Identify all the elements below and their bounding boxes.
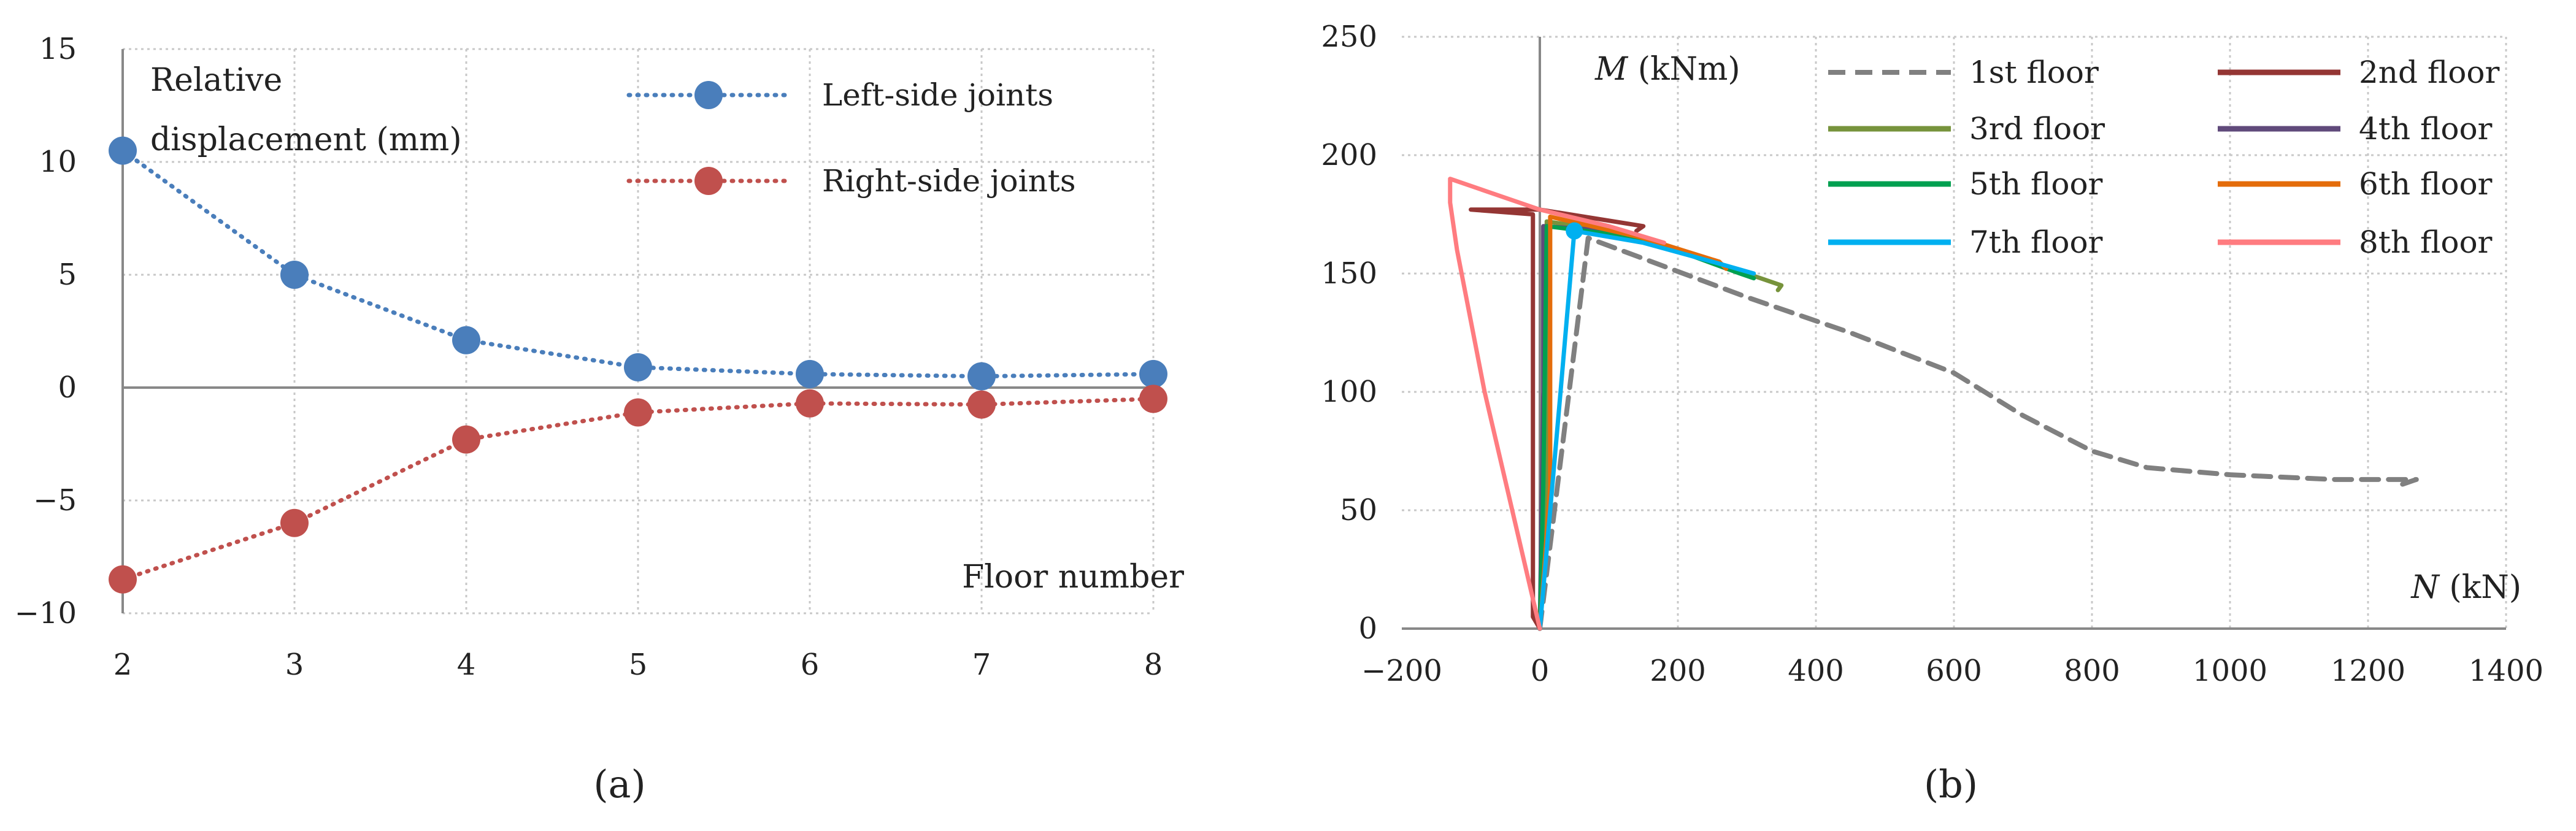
panel-a-series [109,136,1167,594]
panel-a-x-tick-label: 5 [629,648,648,682]
panel-a-legend: Left-side joints Right-side joints [626,77,1076,199]
panel-b-x-tick-label: 200 [1650,654,1706,688]
panel-b-tick-labels: 0 50 100 150 200 250 −200 0 200 400 600 800 1000 1200… [1321,20,2543,688]
panel-b-x-tick-label: 400 [1788,654,1844,688]
panel-a-x-tick-label: 2 [113,648,133,682]
panel-b-series-line [1537,229,1756,631]
panel-a-data-point [1139,385,1167,413]
panel-b-y-tick-label: 200 [1321,138,1377,172]
panel-b-legend-label: 6th floor [2359,166,2493,202]
panel-a-y-tick-label: −10 [15,596,77,630]
panel-a-y-tick-label: −5 [33,483,77,518]
panel-b-legend: 1st floor 2nd floor 3rd floor 4th floor 5th … [1828,55,2499,260]
panel-b-series-line [1469,207,1646,631]
panel-b-data-point [1566,222,1583,240]
panel-b-ylabel: M (kNm) [1594,51,1740,88]
panel-a-ylabel-line1: Relative [150,62,282,99]
panel-a-x-tick-label: 8 [1144,648,1163,682]
panel-a-ylabel-line2: displacement (mm) [150,121,462,158]
panel-a-data-point [452,425,480,454]
panel-a-data-point [796,359,824,388]
panel-b-chart: 0 50 100 150 200 250 −200 0 200 400 600 800 1000 1200… [1321,20,2543,806]
panel-b-legend-label: 5th floor [1969,166,2103,202]
panel-b-xlabel: N (kN) [2410,569,2521,606]
panel-a-data-point [109,136,137,165]
panel-b-y-tick-label: 100 [1321,375,1377,409]
panel-b-xlabel-unit: (kN) [2439,569,2521,606]
panel-b-x-tick-label: 600 [1926,654,1982,688]
panel-b-series-line [1537,236,2419,631]
panel-a-y-tick-label: 0 [58,370,77,405]
panel-a-legend-marker [694,81,723,109]
panel-b-x-tick-label: 1400 [2469,654,2543,688]
panel-a-xlabel: Floor number [962,559,1184,595]
panel-a-legend-marker [694,167,723,195]
panel-a-data-point [796,389,824,418]
panel-b-series-line [1448,177,1666,631]
panel-a-data-point [109,565,137,594]
panel-b-ylabel-unit: (kNm) [1628,51,1740,88]
panel-a-tick-labels: 15 10 5 0 −5 −10 2 3 4 5 6 7 8 [15,32,1163,682]
panel-b-legend-label: 4th floor [2359,111,2493,147]
panel-b-legend-label: 3rd floor [1969,111,2105,147]
panel-a-y-tick-label: 15 [39,32,77,66]
panel-a-data-point [967,362,996,391]
panel-b-x-tick-label: 1000 [2193,654,2267,688]
panel-a-data-point [1139,359,1167,388]
panel-b-ylabel-symbol: M [1594,51,1629,88]
panel-a-x-tick-label: 6 [801,648,820,682]
panel-b-panel-label: (b) [1924,762,1978,806]
panel-b-y-tick-label: 150 [1321,256,1377,291]
panel-a-y-tick-label: 5 [58,258,77,292]
panel-a-panel-label: (a) [593,762,645,806]
panel-b-x-tick-label: −200 [1361,654,1442,688]
panel-b-x-tick-label: 1200 [2331,654,2405,688]
panel-b-legend-label: 8th floor [2359,224,2493,260]
panel-b-series-line [1537,219,1784,631]
panel-a-chart: 15 10 5 0 −5 −10 2 3 4 5 6 7 8 Relative displacement… [15,32,1184,806]
panel-a-data-point [280,508,309,537]
panel-a-x-tick-label: 7 [972,648,991,682]
panel-b-xlabel-symbol: N [2410,569,2440,606]
panel-b-y-tick-label: 0 [1358,611,1377,646]
panel-b-legend-label: 7th floor [1969,224,2103,260]
panel-b-gridlines [1402,36,2507,629]
panel-b-y-tick-label: 50 [1340,493,1377,527]
panel-a-data-point [452,326,480,354]
panel-a-data-point [280,261,309,289]
panel-a-data-point [624,353,652,381]
panel-a-data-point [967,390,996,419]
panel-b-legend-label: 1st floor [1969,55,2099,90]
panel-a-x-tick-label: 3 [285,648,304,682]
panel-a-x-tick-label: 4 [457,648,476,682]
panel-a-data-point [624,398,652,427]
panel-b-y-tick-label: 250 [1321,20,1377,54]
panel-b-series [1448,177,2419,631]
panel-a-legend-label: Left-side joints [822,77,1053,113]
panel-b-legend-label: 2nd floor [2359,55,2499,90]
panel-b-series-line [1537,224,1756,631]
panel-b-x-tick-label: 0 [1531,654,1550,688]
panel-a-legend-label: Right-side joints [822,163,1076,199]
panel-b-x-tick-label: 800 [2064,654,2120,688]
panel-a-y-tick-label: 10 [39,145,77,179]
